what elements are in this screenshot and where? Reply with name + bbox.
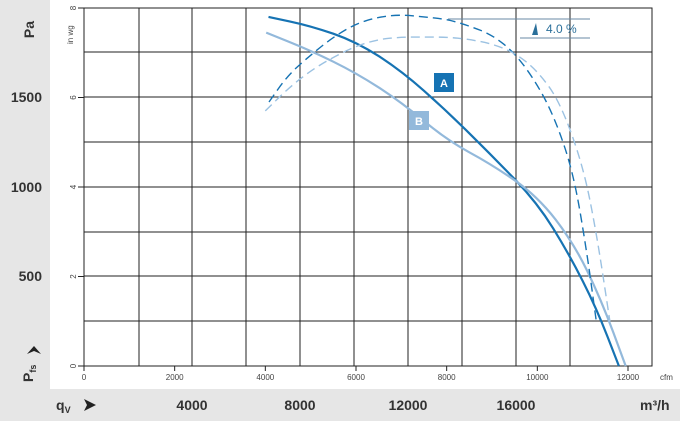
efficiency-annotation: 4.0 % <box>448 18 590 39</box>
m3h-unit-label: m³/h <box>640 397 670 413</box>
annotation-text: 4.0 % <box>546 22 577 36</box>
inwg-tick-8: 8 <box>69 5 78 10</box>
pa-tick-500: 500 <box>19 268 43 284</box>
pfs-label: Pfs <box>20 365 38 382</box>
annotation-arrow-icon <box>532 23 538 35</box>
qv-arrow-icon <box>84 399 96 411</box>
inwg-tick-2: 2 <box>69 274 78 279</box>
y-axis-quantity: Pfs <box>20 346 41 382</box>
curves <box>264 14 627 367</box>
series-eff-a <box>268 14 597 322</box>
m3h-tick-8000: 8000 <box>284 397 315 413</box>
series-curve-a <box>268 15 620 367</box>
pfs-arrow-icon <box>27 346 41 354</box>
m3h-tick-16000: 16000 <box>497 397 536 413</box>
pa-tick-1000: 1000 <box>11 179 42 195</box>
cfm-tick-10000: 10000 <box>526 373 549 382</box>
badge-b-box <box>409 111 429 130</box>
qv-subscript: V <box>65 405 71 415</box>
cfm-tick-8000: 8000 <box>438 373 456 382</box>
badge-b-label: B <box>415 116 423 128</box>
badge-a-label: A <box>440 78 448 90</box>
inwg-tick-4: 4 <box>69 184 78 189</box>
bottom-band <box>0 389 680 421</box>
cfm-tick-4000: 4000 <box>256 373 274 382</box>
series-curve-b <box>265 31 627 367</box>
inwg-tick-6: 6 <box>69 95 78 100</box>
pfs-subscript: fs <box>28 365 38 373</box>
grid <box>84 8 652 366</box>
axes: 500 1000 1500 0 2 4 6 8 0 2000 4000 6000 8000 10000 12… <box>11 5 640 413</box>
pa-unit-label: Pa <box>21 21 37 38</box>
cfm-tick-6000: 6000 <box>347 373 365 382</box>
left-band <box>0 0 50 421</box>
inwg-unit-label: in wg <box>66 25 75 44</box>
cfm-unit-label: cfm <box>660 373 673 382</box>
inwg-tick-0: 0 <box>69 363 78 368</box>
badge-a-box <box>434 73 454 92</box>
m3h-tick-4000: 4000 <box>176 397 207 413</box>
cfm-tick-12000: 12000 <box>617 373 640 382</box>
x-axis-quantity: qV <box>56 397 96 415</box>
badge-a: A <box>434 73 454 92</box>
badge-b: B <box>409 111 429 130</box>
cfm-tick-0: 0 <box>82 373 87 382</box>
m3h-tick-12000: 12000 <box>389 397 428 413</box>
series-eff-b <box>264 36 611 322</box>
pa-tick-1500: 1500 <box>11 89 42 105</box>
qv-label: qV <box>56 397 71 415</box>
cfm-tick-2000: 2000 <box>166 373 184 382</box>
